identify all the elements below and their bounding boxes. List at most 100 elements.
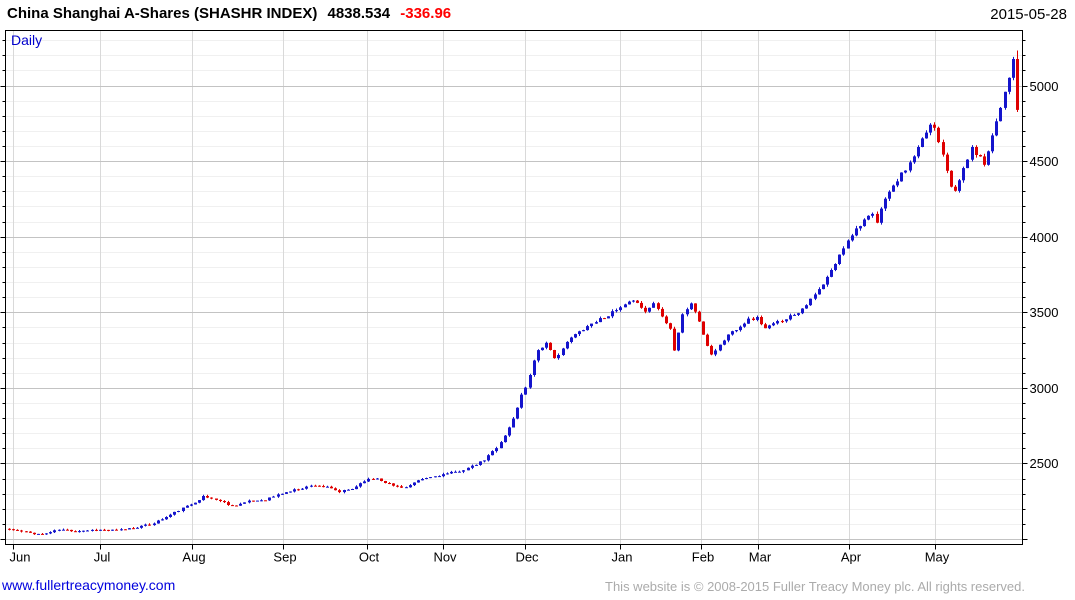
x-axis-month-label: Jun	[10, 550, 31, 565]
candle-up	[495, 446, 498, 453]
candle-up	[723, 339, 726, 346]
chart-plot-area[interactable]	[6, 31, 1023, 545]
candle-down	[210, 497, 213, 500]
x-axis-month-label: Oct	[359, 550, 380, 565]
candle-up	[1004, 91, 1007, 110]
candle-down	[330, 485, 333, 489]
candle-up	[198, 500, 201, 504]
candle-down	[392, 483, 395, 487]
candle-up	[871, 212, 874, 218]
candle-down	[148, 523, 151, 526]
candle-down	[264, 500, 267, 502]
candle-up	[157, 519, 160, 524]
candle-up	[962, 166, 965, 183]
candle-up	[301, 488, 304, 490]
candle-up	[719, 344, 722, 352]
candle-up	[971, 145, 974, 162]
candle-up	[268, 497, 271, 501]
instrument-title: China Shanghai A-Shares (SHASHR INDEX)	[7, 5, 318, 22]
site-link[interactable]: www.fullertreacymoney.com	[2, 577, 176, 593]
candle-up	[892, 184, 895, 192]
candle-up	[310, 484, 313, 488]
candle-up	[277, 493, 280, 498]
candle-up	[413, 482, 416, 486]
candle-up	[272, 495, 275, 498]
candle-up	[281, 493, 284, 495]
y-axis-tick-label: 4500	[1030, 154, 1059, 169]
candle-down	[70, 529, 73, 532]
x-axis-month-label: Feb	[692, 550, 714, 565]
candle-up	[450, 470, 453, 474]
candle-up	[177, 510, 180, 513]
candle-up	[652, 301, 655, 308]
candle-up	[991, 133, 994, 154]
axis-labels-layer: 2500 3000 3500 4000 4500 5000 Jun Jul Aug Sep Oct N…	[10, 79, 1059, 565]
candle-up	[772, 322, 775, 327]
candle-down	[235, 505, 238, 507]
candle-up	[343, 489, 346, 494]
candle-up	[822, 284, 825, 290]
candle-down	[933, 122, 936, 131]
candle-down	[74, 530, 77, 533]
candle-down	[942, 139, 945, 157]
candle-down	[215, 498, 218, 501]
candle-up	[91, 529, 94, 532]
candle-up	[900, 172, 903, 182]
candle-down	[66, 528, 69, 531]
candle-up	[442, 472, 445, 478]
candle-up	[714, 348, 717, 357]
candle-down	[41, 533, 44, 535]
candle-up	[438, 475, 441, 478]
candle-up	[818, 287, 821, 295]
candle-up	[838, 254, 841, 266]
candle-up	[99, 529, 102, 531]
candle-down	[29, 531, 32, 533]
candle-down	[252, 500, 255, 502]
candle-up	[863, 218, 866, 227]
candle-up	[851, 233, 854, 242]
candle-down	[760, 315, 763, 326]
candle-up	[789, 313, 792, 321]
candle-up	[896, 178, 899, 188]
candle-up	[194, 502, 197, 505]
candle-down	[206, 494, 209, 499]
candle-up	[512, 417, 515, 428]
candle-up	[153, 522, 156, 526]
y-axis-tick-label: 2500	[1030, 456, 1059, 471]
candle-down	[115, 528, 118, 531]
candle-up	[49, 531, 52, 535]
candle-up	[434, 476, 437, 478]
x-axis-month-label: Jul	[94, 550, 111, 565]
candle-down	[975, 145, 978, 158]
candle-up	[475, 464, 478, 466]
candle-up	[173, 511, 176, 516]
candle-up	[582, 329, 585, 332]
candle-up	[500, 441, 503, 449]
candle-up	[628, 300, 631, 305]
candle-up	[917, 145, 920, 159]
candle-up	[491, 450, 494, 456]
candle-up	[562, 347, 565, 356]
candle-down	[553, 349, 556, 359]
candle-up	[793, 313, 796, 316]
candles-layer	[8, 50, 1019, 535]
candle-up	[516, 407, 519, 420]
x-axis-month-label: Dec	[515, 550, 539, 565]
x-axis-month-label: May	[925, 550, 950, 565]
last-price: 4838.534	[327, 5, 391, 22]
candle-down	[603, 317, 606, 320]
candle-down	[950, 170, 953, 188]
candle-up	[809, 298, 812, 306]
candle-up	[995, 118, 998, 137]
candle-down	[657, 302, 660, 311]
candle-up	[805, 304, 808, 309]
candle-up	[53, 529, 56, 533]
candle-up	[58, 529, 61, 532]
candle-up	[260, 499, 263, 502]
candle-up	[735, 330, 738, 333]
candle-up	[586, 324, 589, 331]
candle-up	[62, 528, 65, 531]
candle-up	[884, 197, 887, 211]
x-axis-month-label: Sep	[273, 550, 296, 565]
candle-down	[673, 326, 676, 351]
